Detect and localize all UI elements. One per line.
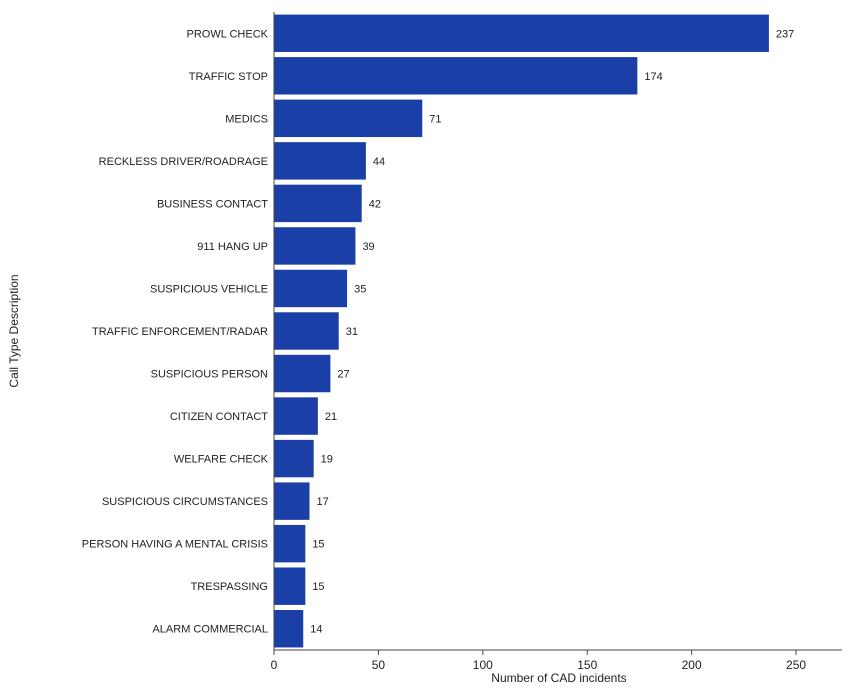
x-tick-label: 0: [271, 658, 278, 672]
bar: [274, 14, 769, 52]
value-label: 15: [312, 581, 324, 593]
category-label: MEDICS: [225, 113, 268, 125]
bar: [274, 312, 339, 350]
x-axis-title: Number of CAD incidents: [491, 671, 626, 685]
value-label: 44: [373, 156, 385, 168]
bar: [274, 482, 310, 520]
category-label: WELFARE CHECK: [174, 454, 269, 466]
category-label: TRAFFIC STOP: [189, 71, 268, 83]
x-tick-label: 50: [372, 658, 386, 672]
value-label: 174: [644, 71, 662, 83]
bar: [274, 439, 314, 478]
value-labels: 237 174 71 44 42 39 35 31 27 21 19 17 15 15 14: [310, 28, 794, 635]
value-label: 35: [354, 283, 366, 295]
category-label: TRESPASSING: [191, 581, 268, 593]
category-labels: PROWL CHECK TRAFFIC STOP MEDICS RECKLESS DR…: [82, 28, 269, 635]
category-label: 911 HANG UP: [197, 241, 268, 253]
y-axis-title: Call Type Description: [7, 274, 21, 387]
value-label: 19: [321, 454, 333, 466]
x-tick-label: 100: [473, 658, 493, 672]
bars-group: [274, 14, 769, 648]
category-label: SUSPICIOUS CIRCUMSTANCES: [102, 496, 268, 508]
category-label: PROWL CHECK: [187, 28, 269, 40]
x-tick-label: 250: [786, 658, 806, 672]
category-label: TRAFFIC ENFORCEMENT/RADAR: [92, 326, 268, 338]
bar: [274, 567, 306, 605]
category-label: BUSINESS CONTACT: [157, 198, 268, 210]
category-label: ALARM COMMERCIAL: [152, 624, 268, 636]
bar: [274, 99, 423, 138]
bar: [274, 227, 356, 265]
value-label: 17: [317, 496, 329, 508]
category-label: RECKLESS DRIVER/ROADRAGE: [99, 156, 268, 168]
value-label: 31: [346, 326, 358, 338]
value-label: 15: [312, 539, 324, 551]
value-label: 14: [310, 624, 322, 636]
value-label: 27: [337, 369, 349, 381]
x-tick-label: 200: [682, 658, 702, 672]
bar: [274, 184, 362, 223]
bar: [274, 57, 638, 95]
bar: [274, 610, 304, 648]
category-label: PERSON HAVING A MENTAL CRISIS: [82, 539, 268, 551]
bar: [274, 354, 331, 393]
bar: [274, 142, 366, 180]
value-label: 237: [776, 28, 794, 40]
category-label: SUSPICIOUS VEHICLE: [150, 283, 268, 295]
value-label: 21: [325, 411, 337, 423]
bar: [274, 269, 348, 308]
bar: [274, 397, 318, 435]
value-label: 42: [369, 198, 381, 210]
x-axis-ticks: 0 50 100 150 200 250: [271, 650, 806, 672]
category-label: CITIZEN CONTACT: [170, 411, 268, 423]
value-label: 71: [429, 113, 441, 125]
value-label: 39: [362, 241, 374, 253]
category-label: SUSPICIOUS PERSON: [151, 369, 268, 381]
x-tick-label: 150: [577, 658, 597, 672]
bar: [274, 524, 306, 563]
